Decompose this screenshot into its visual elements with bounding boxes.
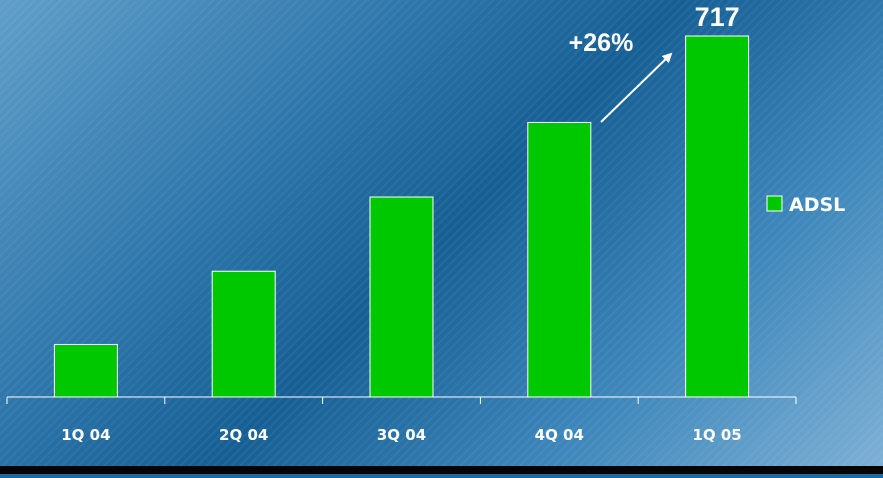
- tick-label-1q05: 1Q 05: [692, 426, 741, 444]
- footer-strip: [0, 474, 883, 478]
- x-axis-tick-labels: 1Q 04 2Q 04 3Q 04 4Q 04 1Q 05: [61, 426, 741, 444]
- bar-2q04: [211, 270, 276, 398]
- data-label-1q05: 717: [695, 2, 740, 32]
- legend-label-adsl: ADSL: [789, 194, 845, 216]
- bar-1q05: [685, 35, 750, 398]
- bar-4q04: [527, 121, 592, 398]
- legend-swatch-adsl: [766, 195, 783, 212]
- bars-layer: [53, 35, 750, 398]
- x-axis-ticks: [6, 397, 797, 404]
- bar-1q04: [53, 343, 118, 398]
- growth-annotation: +26%: [569, 29, 634, 57]
- tick-label-4q04: 4Q 04: [535, 426, 584, 444]
- tick-label-2q04: 2Q 04: [219, 426, 268, 444]
- footer-bar: [0, 466, 883, 474]
- tick-label-1q04: 1Q 04: [61, 426, 110, 444]
- tick-label-3q04: 3Q 04: [377, 426, 426, 444]
- growth-arrow-icon: [600, 52, 673, 123]
- bar-3q04: [369, 196, 434, 398]
